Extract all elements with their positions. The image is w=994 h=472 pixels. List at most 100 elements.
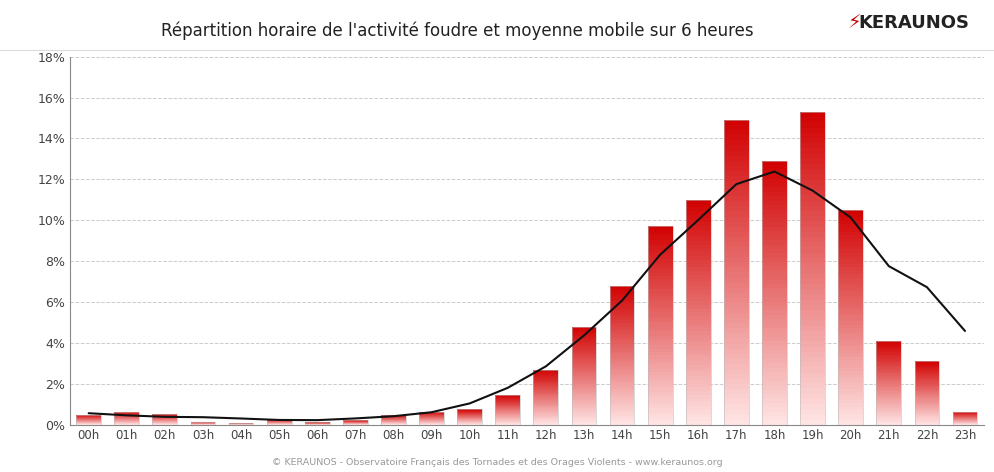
Bar: [609, 334, 634, 337]
Bar: [877, 393, 902, 394]
Bar: [914, 424, 939, 425]
Bar: [838, 411, 863, 414]
Bar: [648, 322, 673, 326]
Bar: [914, 363, 939, 364]
Bar: [609, 411, 634, 413]
Bar: [724, 217, 748, 222]
Bar: [648, 372, 673, 375]
Bar: [877, 421, 902, 422]
Bar: [686, 222, 711, 226]
Bar: [762, 244, 787, 249]
Bar: [572, 410, 596, 412]
Bar: [800, 180, 825, 185]
Bar: [914, 414, 939, 415]
Bar: [534, 416, 559, 417]
Bar: [877, 371, 902, 373]
Bar: [800, 367, 825, 373]
Bar: [762, 205, 787, 209]
Bar: [800, 190, 825, 195]
Bar: [495, 423, 520, 424]
Bar: [648, 227, 673, 230]
Bar: [724, 125, 748, 130]
Bar: [877, 413, 902, 415]
Bar: [724, 267, 748, 272]
Bar: [838, 249, 863, 253]
Bar: [800, 258, 825, 263]
Bar: [952, 412, 977, 425]
Bar: [762, 398, 787, 403]
Bar: [724, 151, 748, 156]
Bar: [838, 353, 863, 357]
Bar: [877, 396, 902, 397]
Bar: [877, 374, 902, 376]
Bar: [877, 397, 902, 398]
Bar: [534, 387, 559, 388]
Bar: [534, 422, 559, 423]
Bar: [762, 288, 787, 293]
Bar: [877, 344, 902, 345]
Bar: [686, 338, 711, 342]
Bar: [724, 359, 748, 364]
Bar: [534, 407, 559, 408]
Bar: [877, 376, 902, 377]
Bar: [686, 342, 711, 346]
Bar: [800, 289, 825, 295]
Bar: [495, 416, 520, 417]
Bar: [914, 366, 939, 367]
Bar: [762, 183, 787, 187]
Bar: [762, 161, 787, 165]
Bar: [800, 268, 825, 274]
Bar: [877, 388, 902, 390]
Bar: [877, 369, 902, 371]
Bar: [572, 346, 596, 348]
Bar: [724, 196, 748, 202]
Bar: [572, 327, 596, 425]
Bar: [572, 387, 596, 389]
Bar: [877, 373, 902, 374]
Bar: [686, 226, 711, 230]
Bar: [762, 332, 787, 337]
Bar: [648, 260, 673, 263]
Bar: [838, 210, 863, 425]
Bar: [838, 210, 863, 214]
Bar: [534, 421, 559, 422]
Bar: [724, 272, 748, 278]
Bar: [914, 374, 939, 375]
Bar: [914, 393, 939, 394]
Bar: [838, 285, 863, 289]
Bar: [572, 353, 596, 354]
Bar: [572, 420, 596, 421]
Bar: [877, 348, 902, 349]
Bar: [800, 404, 825, 409]
Bar: [648, 253, 673, 256]
Bar: [572, 350, 596, 351]
Bar: [800, 326, 825, 331]
Bar: [609, 325, 634, 328]
Bar: [838, 318, 863, 321]
Bar: [419, 412, 444, 425]
Bar: [495, 410, 520, 411]
Bar: [724, 329, 748, 333]
Bar: [572, 361, 596, 362]
Bar: [572, 380, 596, 382]
Bar: [648, 273, 673, 276]
Bar: [800, 164, 825, 169]
Bar: [534, 379, 559, 380]
Bar: [914, 377, 939, 378]
Bar: [609, 302, 634, 304]
Bar: [762, 187, 787, 192]
Bar: [724, 384, 748, 389]
Bar: [648, 352, 673, 355]
Bar: [877, 377, 902, 379]
Bar: [686, 249, 711, 253]
Text: KERAUNOS: KERAUNOS: [858, 14, 969, 32]
Bar: [686, 215, 711, 219]
Bar: [609, 362, 634, 364]
Bar: [495, 406, 520, 407]
Bar: [457, 410, 482, 425]
Bar: [648, 332, 673, 336]
Bar: [534, 374, 559, 375]
Bar: [762, 258, 787, 262]
Bar: [572, 354, 596, 356]
Bar: [800, 159, 825, 164]
